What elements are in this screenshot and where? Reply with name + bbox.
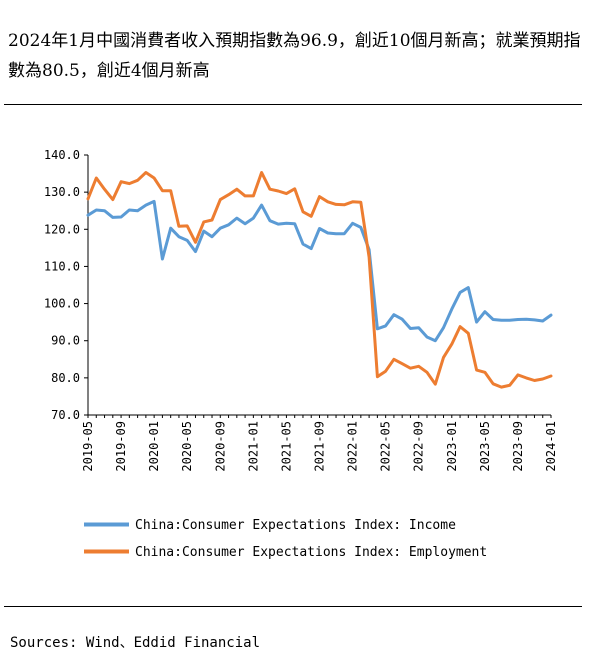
x-tick-label: 2023-01 [445,421,459,472]
x-tick-label: 2021-09 [313,421,327,472]
x-tick-label: 2021-01 [246,421,260,472]
source-note: Sources: Wind、Eddid Financial [10,635,261,651]
x-tick-label: 2023-09 [511,421,525,472]
legend-label-employment: China:Consumer Expectations Index: Emplo… [135,545,487,560]
chart-title: 2024年1月中國消費者收入預期指數為96.9，創近10個月新高；就業預期指數為… [8,31,581,81]
top-rule [4,104,582,105]
y-tick-label: 130.0 [44,185,80,199]
bottom-rule [4,606,582,607]
x-tick-label: 2019-09 [114,421,128,472]
x-tick-label: 2020-05 [180,421,194,472]
y-tick-label: 110.0 [44,259,80,273]
y-tick-label: 140.0 [44,148,80,162]
y-tick-label: 80.0 [51,371,80,385]
y-tick-label: 90.0 [51,334,80,348]
y-tick-label: 100.0 [44,297,80,311]
x-tick-label: 2020-01 [147,421,161,472]
x-tick-label: 2022-01 [346,421,360,472]
x-tick-label: 2024-01 [544,421,558,472]
y-axis: 70.0 80.0 90.0 100.0 110.0 120.0 130.0 140.0 [44,148,89,422]
x-tick-label: 2022-05 [379,421,393,472]
x-tick-label: 2019-05 [81,421,95,472]
y-tick-label: 70.0 [51,408,80,422]
x-axis: 2019-05 2019-09 2020-01 2020-05 2020-09 2021-… [81,414,558,472]
series-lines [86,171,553,389]
legend: China:Consumer Expectations Index: Incom… [84,518,487,560]
x-tick-label: 2020-09 [213,421,227,472]
x-tick-label: 2021-05 [279,421,293,472]
x-tick-label: 2022-09 [412,421,426,472]
legend-label-income: China:Consumer Expectations Index: Incom… [135,518,456,533]
series-line-income [86,199,553,343]
y-tick-label: 120.0 [44,222,80,236]
x-tick-label: 2023-05 [478,421,492,472]
series-line-employment [86,171,553,389]
